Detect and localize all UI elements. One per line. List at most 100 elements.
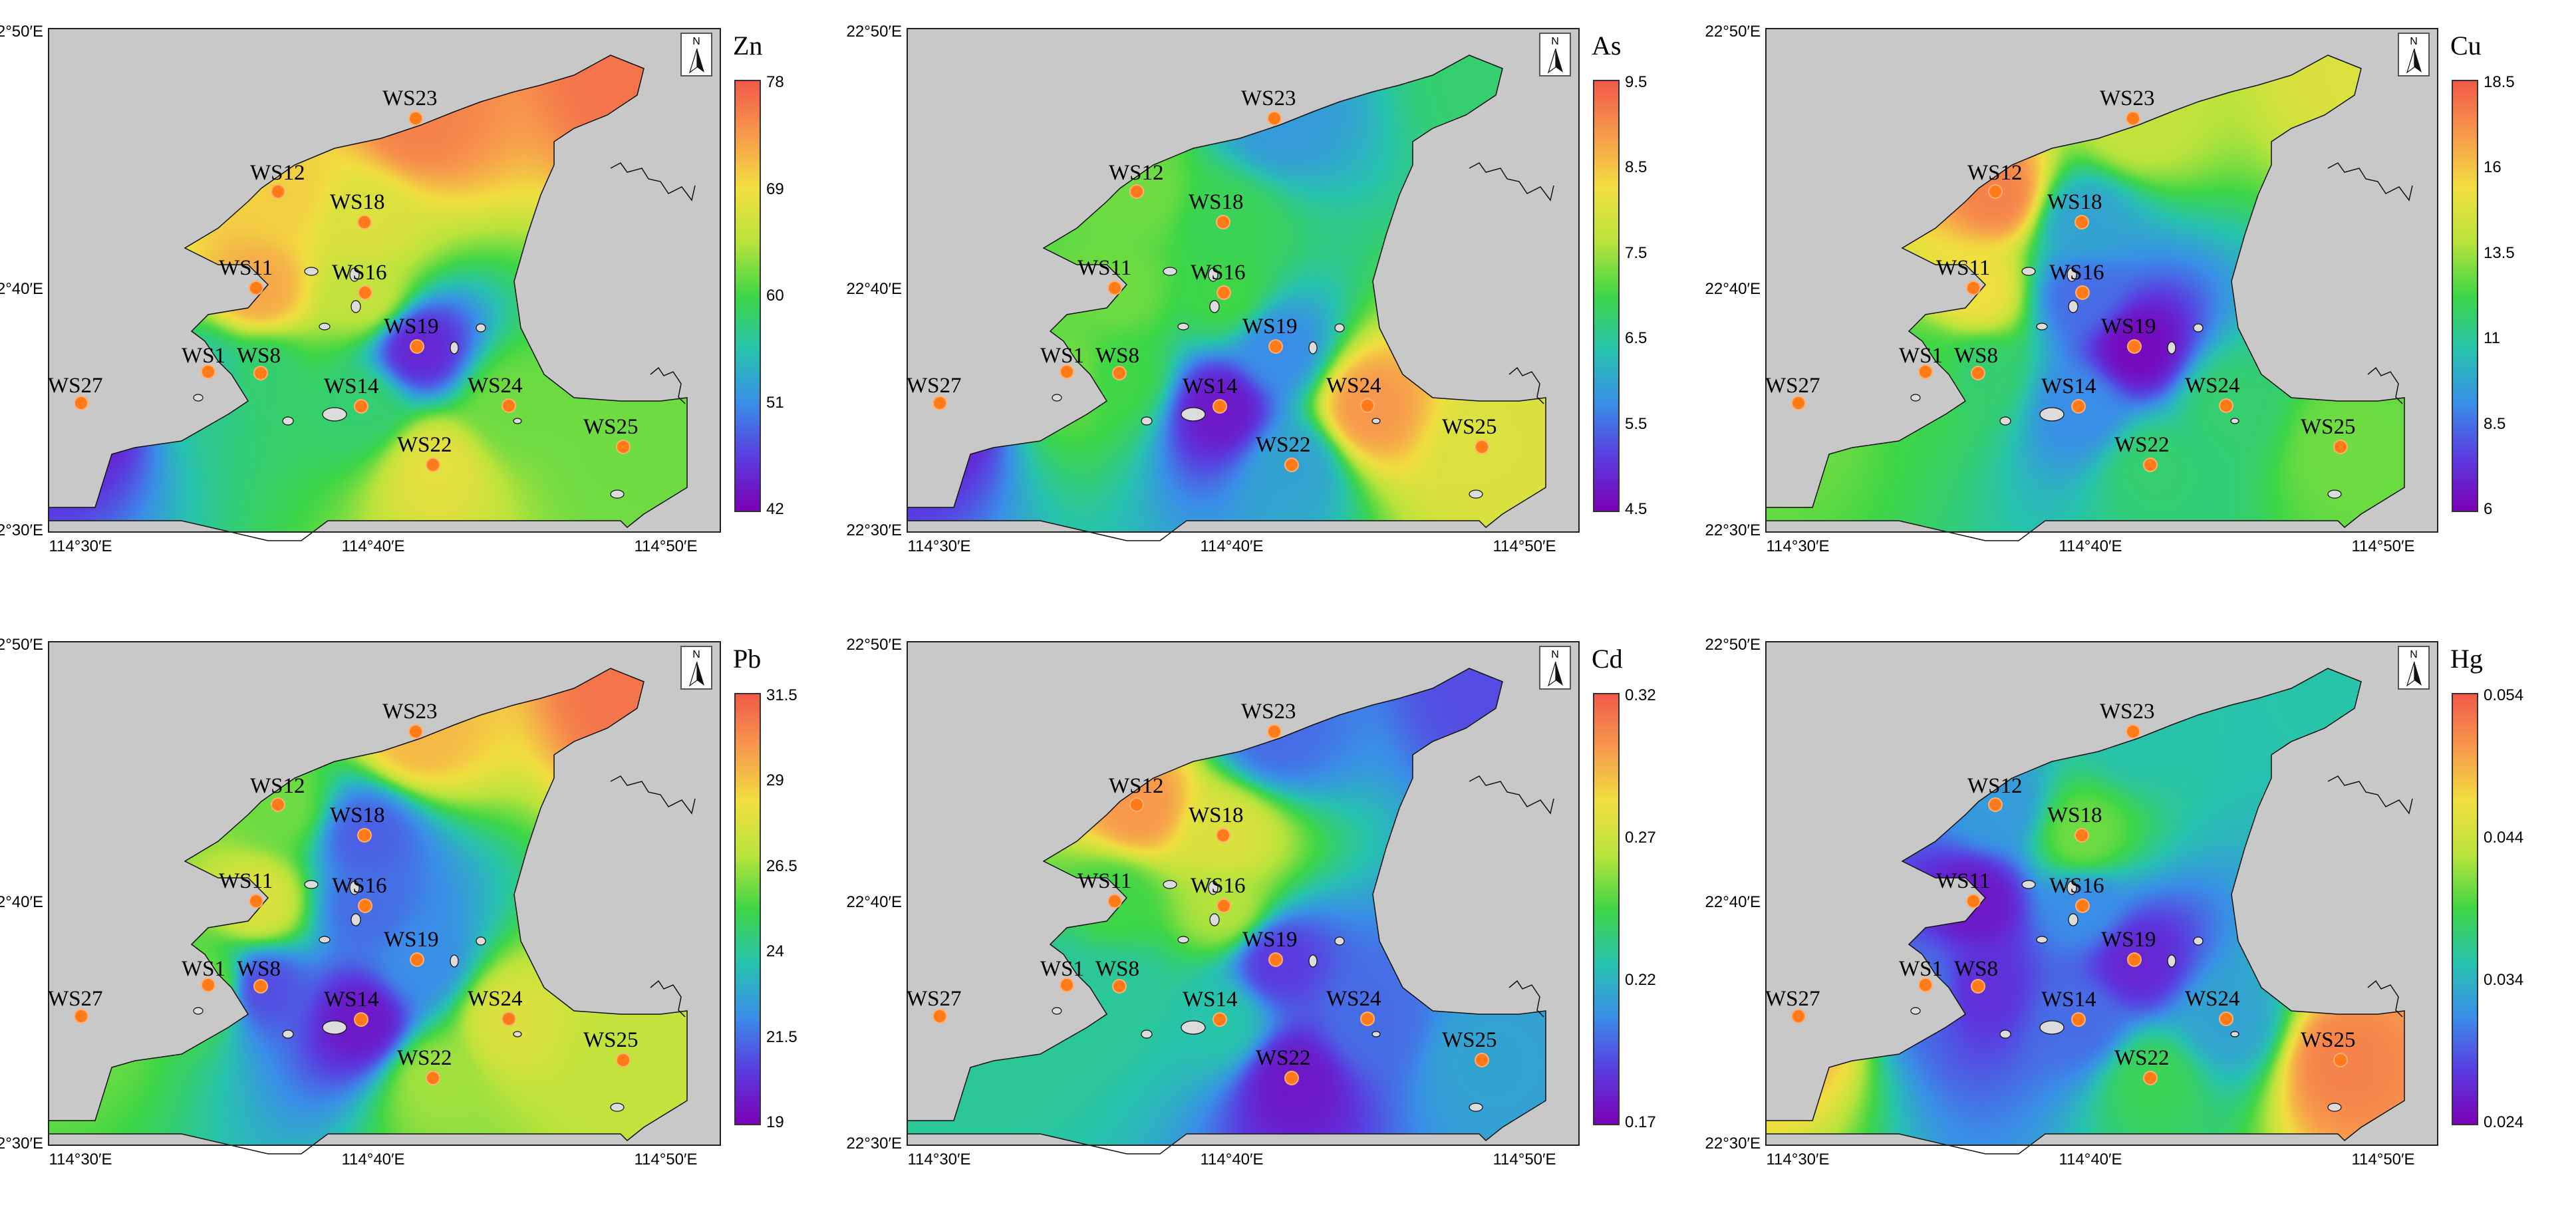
element-title: Cu bbox=[2450, 31, 2482, 61]
sampling-site-marker bbox=[1286, 1072, 1298, 1084]
coastline-detail bbox=[1469, 775, 1554, 815]
island bbox=[1052, 394, 1062, 402]
site-label: WS14 bbox=[324, 988, 379, 1012]
island bbox=[319, 936, 331, 944]
sampling-site-marker bbox=[1476, 441, 1488, 453]
island bbox=[1208, 881, 1218, 895]
coastline-detail bbox=[2327, 162, 2413, 202]
color-scale-tick: 18.5 bbox=[2484, 73, 2515, 91]
latitude-label: 22°30′E bbox=[846, 521, 903, 539]
island bbox=[2167, 954, 2176, 968]
sampling-site-marker bbox=[2076, 287, 2088, 299]
latitude-label: 22°40′E bbox=[846, 280, 903, 298]
sampling-site-marker bbox=[2335, 1054, 2347, 1066]
sampling-site-marker bbox=[2144, 459, 2156, 471]
site-label: WS23 bbox=[2100, 700, 2155, 724]
coastline-detail bbox=[610, 162, 696, 202]
color-scale-tick: 26.5 bbox=[766, 857, 797, 875]
sampling-site-marker bbox=[1217, 216, 1229, 228]
color-scale-tick: 0.27 bbox=[1625, 829, 1656, 847]
site-label: WS8 bbox=[237, 344, 281, 368]
island bbox=[1141, 416, 1153, 426]
sampling-site-marker bbox=[1361, 1013, 1373, 1025]
latitude-label: 22°30′E bbox=[0, 1135, 43, 1153]
sampling-site-marker bbox=[1972, 367, 1984, 379]
site-label: WS18 bbox=[330, 803, 385, 827]
longitude-label: 114°40′E bbox=[1200, 537, 1264, 555]
sampling-site-marker bbox=[358, 216, 370, 228]
color-scale-tick: 11 bbox=[2484, 329, 2500, 348]
sampling-site-marker bbox=[1476, 1054, 1488, 1066]
sampling-site-marker bbox=[617, 1054, 629, 1066]
longitude-label: 114°50′E bbox=[1493, 537, 1556, 555]
color-scale-bar bbox=[2452, 80, 2478, 512]
island bbox=[1177, 323, 1189, 331]
longitude-label: 114°40′E bbox=[2059, 537, 2122, 555]
site-label: WS22 bbox=[397, 433, 452, 457]
site-label: WS14 bbox=[1183, 374, 1238, 398]
site-label: WS11 bbox=[219, 869, 273, 893]
north-arrow-icon: N bbox=[1539, 33, 1571, 76]
island bbox=[2039, 1020, 2065, 1035]
color-scale-bar bbox=[2452, 693, 2478, 1125]
site-label: WS11 bbox=[1936, 869, 1991, 893]
sampling-site-marker bbox=[255, 367, 267, 379]
island bbox=[319, 323, 331, 331]
latitude-label: 22°50′E bbox=[1705, 23, 1761, 41]
site-label: WS18 bbox=[330, 190, 385, 214]
site-label: WS25 bbox=[2301, 1028, 2356, 1052]
map-as bbox=[907, 28, 1580, 541]
sampling-site-marker bbox=[411, 954, 423, 966]
site-label: WS8 bbox=[1954, 344, 1998, 368]
site-label: WS1 bbox=[1040, 957, 1084, 981]
site-label: WS16 bbox=[332, 261, 387, 285]
island bbox=[1910, 394, 1921, 402]
longitude-label: 114°40′E bbox=[1200, 1151, 1264, 1168]
element-title: Pb bbox=[733, 644, 762, 674]
sampling-site-marker bbox=[934, 1010, 946, 1022]
sampling-site-marker bbox=[250, 895, 262, 907]
color-scale-tick: 4.5 bbox=[1625, 500, 1647, 518]
sampling-site-marker bbox=[1109, 895, 1121, 907]
site-label: WS22 bbox=[2114, 433, 2170, 457]
island bbox=[282, 416, 294, 426]
island bbox=[2067, 267, 2077, 282]
island bbox=[2193, 936, 2204, 946]
color-scale-bar bbox=[1593, 80, 1620, 512]
longitude-label: 114°30′E bbox=[1766, 1151, 1830, 1168]
longitude-label: 114°30′E bbox=[907, 537, 971, 555]
sampling-site-marker bbox=[1061, 979, 1073, 991]
coastline-detail bbox=[650, 980, 686, 1018]
coastline-detail bbox=[610, 775, 696, 815]
island bbox=[1371, 418, 1381, 424]
color-scale-tick: 7.5 bbox=[1625, 243, 1647, 262]
sampling-site-marker bbox=[1218, 900, 1230, 912]
latitude-label: 22°40′E bbox=[1705, 280, 1761, 298]
site-label: WS12 bbox=[1967, 774, 2023, 798]
color-scale-tick: 8.5 bbox=[1625, 158, 1647, 177]
color-scale-tick: 0.32 bbox=[1625, 686, 1656, 704]
sampling-site-marker bbox=[75, 397, 87, 409]
sampling-site-marker bbox=[1214, 1014, 1226, 1025]
sampling-site-marker bbox=[617, 441, 629, 453]
sampling-site-marker bbox=[272, 186, 284, 198]
island bbox=[193, 394, 204, 402]
sampling-site-marker bbox=[355, 400, 367, 412]
island bbox=[610, 1103, 625, 1112]
sampling-site-marker bbox=[272, 799, 284, 811]
site-label: WS27 bbox=[907, 987, 962, 1011]
map-panel-cd: 22°50′E 22°40′E 22°30′E 114°30′E 114°40′E 114… bbox=[847, 613, 1717, 1226]
longitude-label: 114°50′E bbox=[634, 1151, 698, 1168]
sampling-site-marker bbox=[1131, 799, 1143, 811]
site-label: WS1 bbox=[1899, 344, 1943, 368]
site-label: WS14 bbox=[324, 374, 379, 398]
coastline bbox=[48, 668, 688, 1155]
island bbox=[351, 300, 361, 313]
sampling-site-marker bbox=[1967, 282, 1979, 294]
sampling-site-marker bbox=[427, 1072, 439, 1084]
longitude-label: 114°50′E bbox=[2351, 537, 2415, 555]
map-panel-hg: 22°50′E 22°40′E 22°30′E 114°30′E 114°40′E 114… bbox=[1705, 613, 2576, 1226]
site-label: WS16 bbox=[2049, 874, 2104, 898]
site-label: WS18 bbox=[1189, 803, 1244, 827]
latitude-label: 22°40′E bbox=[846, 893, 903, 911]
